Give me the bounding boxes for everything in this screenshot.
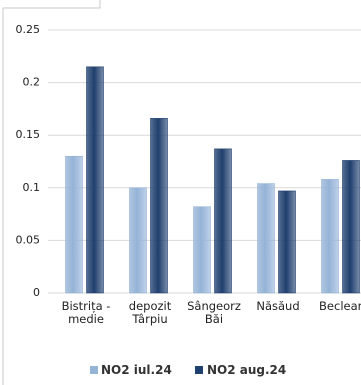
y-tick-label: 0.15	[16, 128, 41, 141]
frame	[2, 0, 101, 385]
bar	[257, 183, 275, 294]
y-tick-label: 0	[33, 286, 40, 299]
y-tick-label: 0.05	[16, 233, 41, 246]
bar	[193, 206, 211, 294]
legend-label: NO2 aug.24	[207, 363, 287, 377]
legend-swatch	[90, 366, 98, 374]
bar	[86, 66, 104, 294]
bar	[150, 118, 168, 294]
x-tick-label: Sângeorz Băi	[187, 299, 241, 326]
x-tick-label: Bistrița - medie	[61, 299, 111, 326]
y-tick-label: 0.25	[16, 23, 41, 36]
x-tick-label: Beclean	[319, 299, 361, 313]
y-tick-label: 0.1	[23, 181, 41, 194]
bar	[129, 187, 147, 294]
legend-swatch	[195, 366, 203, 374]
x-tick-label: Năsăud	[256, 299, 300, 313]
bar	[65, 155, 83, 294]
x-tick-label: depozit Târpiu	[128, 299, 172, 326]
bar	[214, 148, 232, 294]
bar	[321, 179, 339, 294]
bar	[342, 160, 360, 294]
y-tick-label: 0.2	[23, 76, 41, 89]
bar	[278, 190, 296, 294]
legend-label: NO2 iul.24	[101, 363, 172, 377]
